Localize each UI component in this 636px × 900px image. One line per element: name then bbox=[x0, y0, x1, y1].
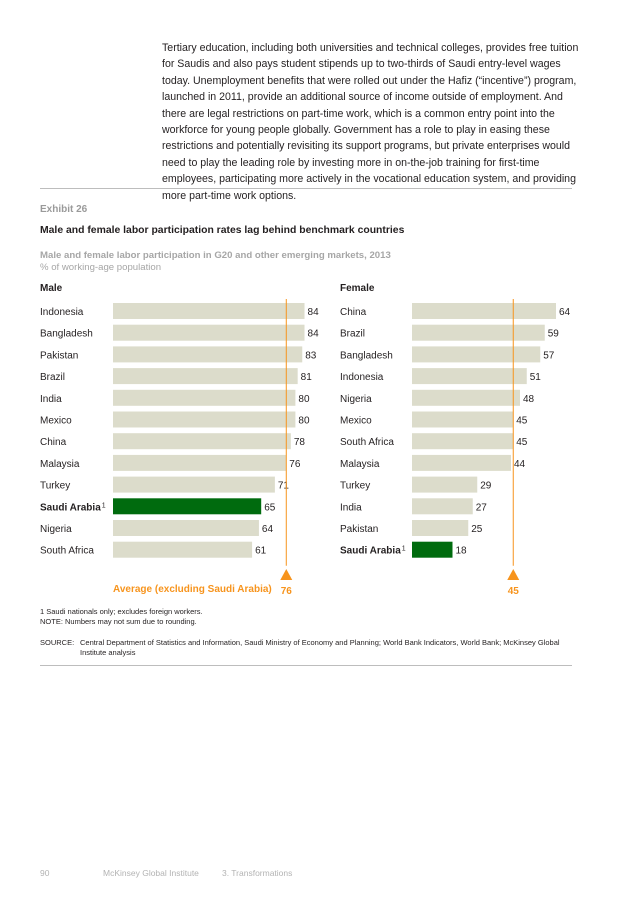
male-value-label: 71 bbox=[278, 481, 290, 492]
male-value-label: 80 bbox=[298, 394, 310, 405]
female-value-label: 29 bbox=[480, 481, 492, 492]
male-category-label: Malaysia bbox=[40, 459, 80, 470]
male-category-label: India bbox=[40, 394, 62, 405]
female-bar bbox=[412, 368, 527, 385]
female-value-label: 59 bbox=[548, 329, 560, 340]
female-bar bbox=[412, 303, 556, 319]
female-category-label: Nigeria bbox=[340, 394, 372, 405]
female-category-label: Pakistan bbox=[340, 524, 378, 535]
male-bar bbox=[113, 303, 305, 319]
male-category-label: Pakistan bbox=[40, 350, 78, 361]
male-bar bbox=[113, 498, 262, 515]
male-bar bbox=[113, 389, 296, 406]
female-category-label: Brazil bbox=[340, 329, 365, 340]
source-label: SOURCE: bbox=[40, 638, 75, 647]
intro-paragraph: Tertiary education, including both unive… bbox=[162, 42, 579, 202]
female-value-label: 44 bbox=[514, 459, 526, 470]
female-value-label: 57 bbox=[543, 350, 555, 361]
female-bar bbox=[412, 541, 453, 558]
bottom-divider bbox=[40, 665, 572, 666]
footer-section: 3. Transformations bbox=[222, 868, 293, 878]
male-value-label: 78 bbox=[294, 437, 306, 448]
male-bar bbox=[113, 324, 305, 341]
female-bar bbox=[412, 411, 514, 428]
male-bar bbox=[113, 346, 303, 363]
female-value-label: 18 bbox=[456, 546, 468, 557]
female-category-label: Malaysia bbox=[340, 459, 380, 470]
female-category-label: Bangladesh bbox=[340, 350, 393, 361]
female-bar bbox=[412, 476, 478, 493]
female-bar bbox=[412, 433, 514, 450]
male-bar bbox=[113, 368, 298, 385]
male-bar bbox=[113, 454, 287, 471]
source-note: SOURCE: Central Department of Statistics… bbox=[40, 638, 560, 658]
rounding-note: NOTE: Numbers may not sum due to roundin… bbox=[40, 617, 197, 626]
male-bar bbox=[113, 520, 259, 536]
female-panel-title: Female bbox=[340, 283, 375, 294]
male-category-label: Turkey bbox=[40, 481, 70, 492]
male-category-label: Brazil bbox=[40, 372, 65, 383]
female-bar bbox=[412, 520, 469, 536]
male-category-label: China bbox=[40, 437, 67, 448]
male-bar bbox=[113, 476, 275, 493]
male-category-label: Indonesia bbox=[40, 307, 84, 318]
female-bar bbox=[412, 454, 511, 471]
exhibit-subtitle: Male and female labor participation in G… bbox=[40, 250, 391, 261]
female-average-marker bbox=[507, 569, 520, 580]
female-category-label: Mexico bbox=[340, 416, 372, 427]
source-text: Central Department of Statistics and Inf… bbox=[80, 638, 560, 657]
male-category-label: South Africa bbox=[40, 546, 94, 557]
female-category-label: India bbox=[340, 502, 362, 513]
average-label: Average (excluding Saudi Arabia) bbox=[113, 584, 272, 595]
male-category-label: Bangladesh bbox=[40, 329, 93, 340]
female-bar bbox=[412, 498, 473, 515]
female-category-label: Turkey bbox=[340, 481, 370, 492]
female-value-label: 51 bbox=[530, 372, 542, 383]
female-bar bbox=[412, 346, 541, 363]
female-category-label: Indonesia bbox=[340, 372, 384, 383]
male-value-label: 83 bbox=[305, 350, 317, 361]
female-bar bbox=[412, 324, 545, 341]
male-average-marker bbox=[280, 569, 293, 580]
male-bar bbox=[113, 411, 296, 428]
female-value-label: 27 bbox=[476, 502, 488, 513]
exhibit-label: Exhibit 26 bbox=[40, 204, 88, 215]
footnote-1: 1 Saudi nationals only; excludes foreign… bbox=[40, 607, 203, 616]
male-value-label: 64 bbox=[262, 524, 274, 535]
female-value-label: 45 bbox=[516, 437, 528, 448]
female-value-label: 64 bbox=[559, 307, 571, 318]
female-value-label: 25 bbox=[471, 524, 483, 535]
female-value-label: 48 bbox=[523, 394, 535, 405]
female-category-label: China bbox=[340, 307, 367, 318]
exhibit-title: Male and female labor participation rate… bbox=[40, 225, 405, 236]
footer-publisher: McKinsey Global Institute bbox=[103, 868, 199, 878]
male-panel-title: Male bbox=[40, 283, 63, 294]
female-bar bbox=[412, 389, 520, 406]
page-number: 90 bbox=[40, 868, 50, 878]
male-value-label: 84 bbox=[308, 307, 320, 318]
female-value-label: 45 bbox=[516, 416, 528, 427]
male-category-label: Nigeria bbox=[40, 524, 72, 535]
female-category-label: South Africa bbox=[340, 437, 394, 448]
male-average-value: 76 bbox=[281, 586, 293, 597]
male-value-label: 65 bbox=[264, 502, 276, 513]
male-value-label: 61 bbox=[255, 546, 267, 557]
female-category-label: Saudi Arabia1 bbox=[340, 546, 406, 557]
male-value-label: 81 bbox=[301, 372, 313, 383]
male-value-label: 80 bbox=[298, 416, 310, 427]
male-category-label: Mexico bbox=[40, 416, 72, 427]
male-bar bbox=[113, 433, 291, 450]
female-average-value: 45 bbox=[508, 586, 520, 597]
male-value-label: 84 bbox=[308, 329, 320, 340]
top-divider bbox=[40, 188, 572, 189]
male-value-label: 76 bbox=[289, 459, 301, 470]
male-category-label: Saudi Arabia1 bbox=[40, 502, 106, 513]
male-bar bbox=[113, 541, 253, 558]
exhibit-unit: % of working-age population bbox=[40, 262, 162, 273]
